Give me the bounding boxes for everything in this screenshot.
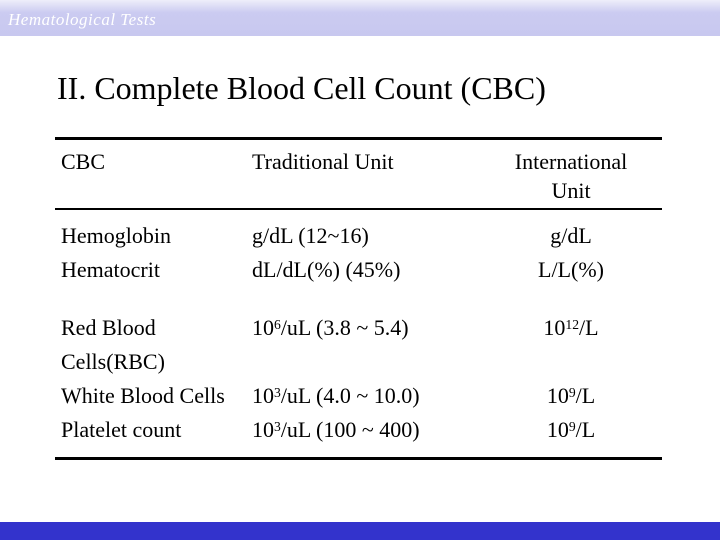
- value-text: /uL (100 ~ 400): [280, 417, 420, 442]
- value-superscript: 9: [568, 384, 576, 400]
- slide-footer-bar: [0, 522, 720, 540]
- slide-header-bar: Hematological Tests: [0, 0, 720, 36]
- test-name: White Blood Cells: [61, 383, 225, 408]
- value-text: /uL (3.8 ~ 5.4): [280, 315, 409, 340]
- test-name: Hemoglobin: [61, 223, 171, 248]
- international-unit-value: g/dL: [480, 219, 662, 253]
- traditional-unit-value: 103/uL (4.0 ~ 10.0): [252, 379, 480, 413]
- international-unit-value: 1012/L: [480, 311, 662, 379]
- value-superscript: 6: [274, 316, 281, 332]
- slide-header-title: Hematological Tests: [8, 10, 157, 29]
- value-text: /L: [575, 383, 596, 408]
- value-text: 10: [252, 417, 274, 442]
- value-text: dL/dL(%) (45%): [252, 257, 401, 282]
- traditional-unit-value: 106/uL (3.8 ~ 5.4): [252, 311, 480, 379]
- column-header-international-unit: International Unit: [480, 147, 662, 205]
- value-text: 10: [546, 383, 569, 408]
- table-row: Platelet count 103/uL (100 ~ 400) 109/L: [55, 413, 662, 447]
- international-unit-value: 109/L: [480, 413, 662, 447]
- value-text: 10: [543, 315, 566, 340]
- table-row: White Blood Cells 103/uL (4.0 ~ 10.0) 10…: [55, 379, 662, 413]
- value-superscript: 3: [274, 384, 281, 400]
- value-text: 10: [252, 315, 274, 340]
- international-unit-value: L/L(%): [480, 253, 662, 287]
- test-name: Red Blood Cells(RBC): [61, 315, 165, 374]
- table-body: Hemoglobin g/dL (12~16) g/dL Hematocrit …: [55, 210, 662, 457]
- test-name: Hematocrit: [61, 257, 160, 282]
- traditional-unit-value: dL/dL(%) (45%): [252, 253, 480, 287]
- column-header-international-unit-label: International Unit: [514, 149, 628, 203]
- value-text: g/dL: [550, 223, 592, 248]
- table-row: Hematocrit dL/dL(%) (45%) L/L(%): [55, 253, 662, 287]
- value-text: g/dL (12~16): [252, 223, 369, 248]
- test-name: Platelet count: [61, 417, 182, 442]
- traditional-unit-value: 103/uL (100 ~ 400): [252, 413, 480, 447]
- value-superscript: 9: [568, 418, 576, 434]
- value-superscript: 3: [274, 418, 281, 434]
- value-text: /L: [575, 417, 596, 442]
- value-superscript: 12: [565, 316, 580, 332]
- table-row: Red Blood Cells(RBC) 106/uL (3.8 ~ 5.4) …: [55, 311, 662, 379]
- column-header-traditional-unit: Traditional Unit: [252, 149, 394, 174]
- value-text: L/L(%): [538, 257, 604, 282]
- value-text: /uL (4.0 ~ 10.0): [280, 383, 420, 408]
- column-header-cbc: CBC: [61, 149, 106, 174]
- page-title: II. Complete Blood Cell Count (CBC): [57, 70, 546, 106]
- international-unit-value: 109/L: [480, 379, 662, 413]
- value-text: /L: [579, 315, 599, 340]
- table-row: Hemoglobin g/dL (12~16) g/dL: [55, 219, 662, 253]
- cbc-table: CBC Traditional Unit International Unit …: [55, 137, 662, 460]
- traditional-unit-value: g/dL (12~16): [252, 219, 480, 253]
- table-header-row: CBC Traditional Unit International Unit: [55, 140, 662, 210]
- value-text: 10: [252, 383, 274, 408]
- value-text: 10: [546, 417, 569, 442]
